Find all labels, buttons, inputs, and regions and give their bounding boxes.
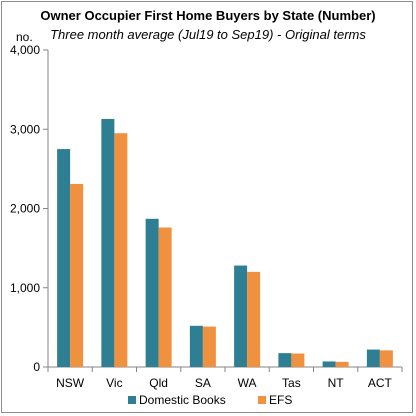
x-tick-label: Qld (149, 376, 168, 390)
bar (335, 361, 349, 367)
legend-swatch (128, 396, 136, 404)
bar (234, 265, 248, 367)
x-tick-label: SA (195, 376, 211, 390)
legend-label: Domestic Books (139, 393, 226, 407)
bar (202, 326, 216, 367)
chart-subtitle: Three month average (Jul19 to Sep19) - O… (50, 27, 366, 42)
bar (145, 218, 159, 367)
bar (366, 349, 380, 367)
x-tick-label: ACT (368, 376, 393, 390)
bar (57, 149, 71, 367)
chart-title: Owner Occupier First Home Buyers by Stat… (40, 8, 376, 23)
x-tick-label: NSW (56, 376, 85, 390)
bar (158, 227, 172, 367)
bar (291, 353, 305, 367)
bar (278, 353, 292, 367)
y-axis-unit-label: no. (16, 30, 33, 44)
x-tick-label: WA (238, 376, 257, 390)
x-tick-label: NT (328, 376, 345, 390)
y-tick-label: 2,000 (10, 202, 40, 216)
bar (70, 183, 84, 367)
x-tick-label: Tas (282, 376, 301, 390)
bar (247, 271, 261, 367)
x-tick-label: Vic (106, 376, 122, 390)
bar (101, 118, 115, 367)
legend-label: EFS (269, 393, 292, 407)
y-tick-label: 0 (33, 360, 40, 374)
bar (379, 350, 393, 367)
bar (189, 325, 203, 367)
y-tick-label: 3,000 (10, 122, 40, 136)
legend-swatch (258, 396, 266, 404)
y-tick-label: 1,000 (10, 281, 40, 295)
bar (114, 133, 128, 367)
y-tick-label: 4,000 (10, 43, 40, 57)
bar (322, 361, 336, 367)
